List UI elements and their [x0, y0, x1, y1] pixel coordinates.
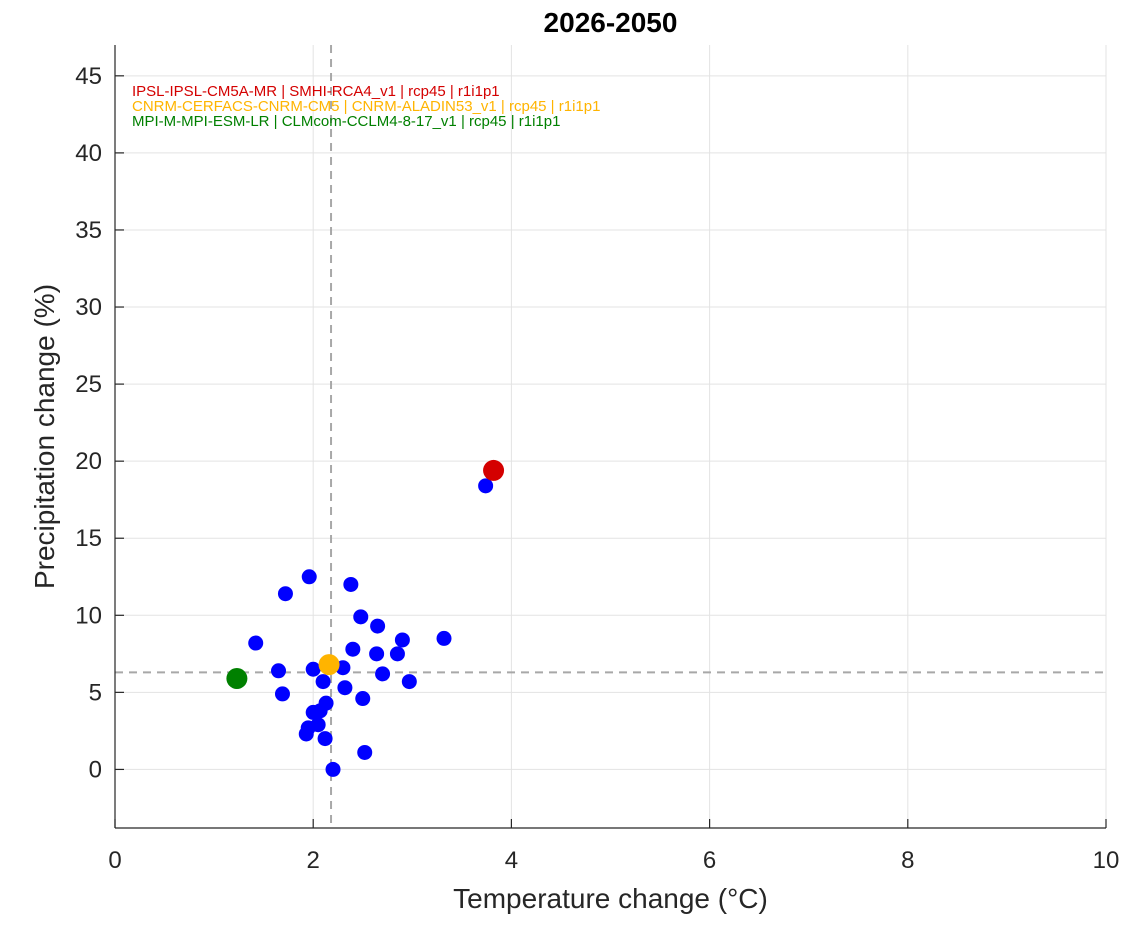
scatter-point	[436, 630, 452, 646]
scatter-point	[248, 635, 264, 651]
scatter-point	[274, 686, 290, 702]
x-tick-label: 2	[307, 847, 320, 874]
axes: 0 2 4 6 8 10 0 5 10 15 20 25 30 35 40 45	[75, 45, 1119, 874]
legend: IPSL-IPSL-CM5A-MR | SMHI-RCA4_v1 | rcp45…	[132, 83, 600, 130]
y-tick-label: 15	[75, 525, 102, 552]
scatter-point	[478, 478, 494, 494]
grid	[114, 45, 1107, 828]
scatter-point	[353, 609, 369, 625]
scatter-point	[301, 569, 317, 585]
y-tick-label: 25	[75, 371, 102, 398]
scatter-point	[315, 674, 331, 690]
scatter-point	[317, 731, 333, 747]
scatter-point	[305, 661, 321, 677]
scatter-point	[298, 726, 314, 742]
highlighted-model-point	[226, 667, 248, 689]
y-tick-label: 35	[75, 217, 102, 244]
scatter-point	[355, 691, 371, 707]
scatter-point	[312, 703, 328, 719]
scatter-point	[370, 618, 386, 634]
y-tick-label: 20	[75, 448, 102, 475]
legend-entry: IPSL-IPSL-CM5A-MR | SMHI-RCA4_v1 | rcp45…	[132, 83, 500, 100]
scatter-point	[401, 674, 417, 690]
y-tick-label: 30	[75, 294, 102, 321]
y-tick-label: 40	[75, 140, 102, 167]
scatter-point	[277, 586, 293, 602]
chart-title: 2026-2050	[544, 7, 678, 38]
y-axis-label: Precipitation change (%)	[29, 284, 60, 589]
highlighted-model-point	[318, 654, 340, 676]
reference-lines	[115, 45, 1106, 828]
legend-entry: MPI-M-MPI-ESM-LR | CLMcom-CCLM4-8-17_v1 …	[132, 113, 560, 130]
x-tick-label: 6	[703, 847, 716, 874]
scatter-point	[394, 632, 410, 648]
scatter-point	[271, 663, 287, 679]
y-tick-label: 5	[89, 679, 102, 706]
scatter-point	[369, 646, 385, 662]
data-points	[226, 459, 505, 777]
x-tick-label: 0	[108, 847, 121, 874]
scatter-point	[345, 641, 361, 657]
x-tick-label: 8	[901, 847, 914, 874]
legend-entry: CNRM-CERFACS-CNRM-CM5 | CNRM-ALADIN53_v1…	[132, 98, 600, 115]
y-tick-label: 0	[89, 756, 102, 783]
x-axis-label: Temperature change (°C)	[453, 883, 768, 914]
scatter-point	[310, 717, 326, 733]
scatter-point	[343, 576, 359, 592]
scatter-point	[357, 744, 373, 760]
y-tick-label: 45	[75, 63, 102, 90]
highlighted-model-point	[483, 459, 505, 481]
scatter-point	[325, 761, 341, 777]
scatter-point	[337, 680, 353, 696]
x-tick-label: 4	[505, 847, 518, 874]
x-tick-label: 10	[1093, 847, 1120, 874]
y-tick-label: 10	[75, 602, 102, 629]
scatter-point	[375, 666, 391, 682]
scatter-point	[389, 646, 405, 662]
